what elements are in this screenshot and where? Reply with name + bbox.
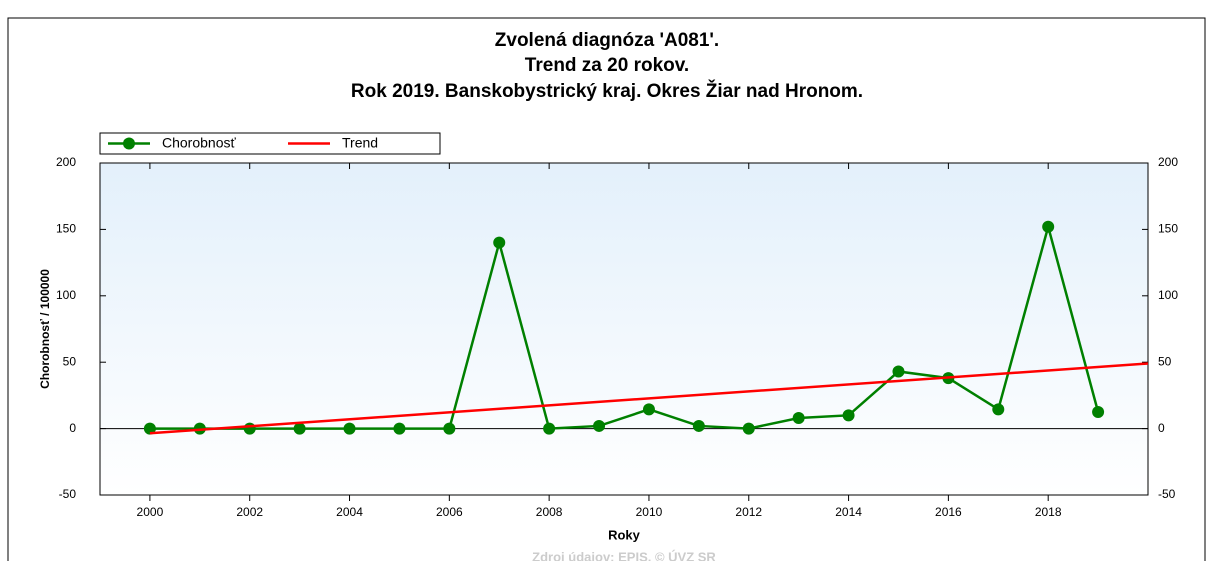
data-point <box>842 409 855 422</box>
data-point <box>692 419 705 432</box>
data-point <box>143 422 156 435</box>
chart-title: Trend za 20 rokov. <box>525 55 689 76</box>
x-tick-label: 2006 <box>436 505 463 519</box>
x-tick-label: 2000 <box>137 505 164 519</box>
x-tick-label: 2014 <box>835 505 862 519</box>
y-tick-label: 0 <box>69 421 76 435</box>
data-point <box>892 365 905 378</box>
y-tick-label: 0 <box>1158 421 1165 435</box>
y-axis-label: Chorobnosť / 100000 <box>38 269 52 389</box>
data-point <box>642 403 655 416</box>
y-tick-label: 200 <box>1158 155 1178 169</box>
data-point <box>443 422 456 435</box>
x-tick-label: 2016 <box>935 505 962 519</box>
x-tick-label: 2010 <box>636 505 663 519</box>
y-tick-label: 50 <box>1158 354 1172 368</box>
x-axis-label: Roky <box>608 527 641 542</box>
frame <box>7 17 1206 561</box>
data-point <box>393 422 406 435</box>
data-point <box>1092 406 1105 418</box>
legend-marker <box>123 137 135 150</box>
y-tick-label: -50 <box>59 487 77 501</box>
y-tick-label: 200 <box>56 155 76 169</box>
x-tick-label: 2018 <box>1035 505 1062 519</box>
x-tick-label: 2004 <box>336 505 363 519</box>
data-point <box>1042 220 1055 233</box>
y-tick-label: 50 <box>63 354 77 368</box>
data-point <box>992 403 1005 416</box>
y-tick-label: -50 <box>1158 487 1176 501</box>
y-tick-label: 100 <box>1158 288 1178 302</box>
chart-title: Rok 2019. Banskobystrický kraj. Okres Ži… <box>351 80 863 102</box>
x-tick-label: 2002 <box>236 505 263 519</box>
chart-title: Zvolená diagnóza 'A081'. <box>495 30 719 51</box>
source: Zdroj údajov: EPIS, © ÚVZ SR <box>532 549 716 561</box>
y-tick-label: 100 <box>56 288 76 302</box>
data-point <box>293 422 306 435</box>
legend <box>99 132 441 155</box>
data-point <box>742 422 755 435</box>
data-point <box>493 236 506 249</box>
plot-area <box>99 162 1149 496</box>
series-line <box>149 362 1149 435</box>
data-point <box>243 422 256 435</box>
legend-label: Chorobnosť <box>162 135 236 151</box>
y-tick-label: 150 <box>56 222 76 236</box>
data-point <box>593 419 606 432</box>
data-point <box>343 422 356 435</box>
y-tick-label: 150 <box>1158 222 1178 236</box>
data-point <box>543 422 556 435</box>
data-point <box>792 411 805 424</box>
legend-label: Trend <box>342 135 378 151</box>
x-tick-label: 2012 <box>735 505 762 519</box>
x-tick-label: 2008 <box>536 505 563 519</box>
